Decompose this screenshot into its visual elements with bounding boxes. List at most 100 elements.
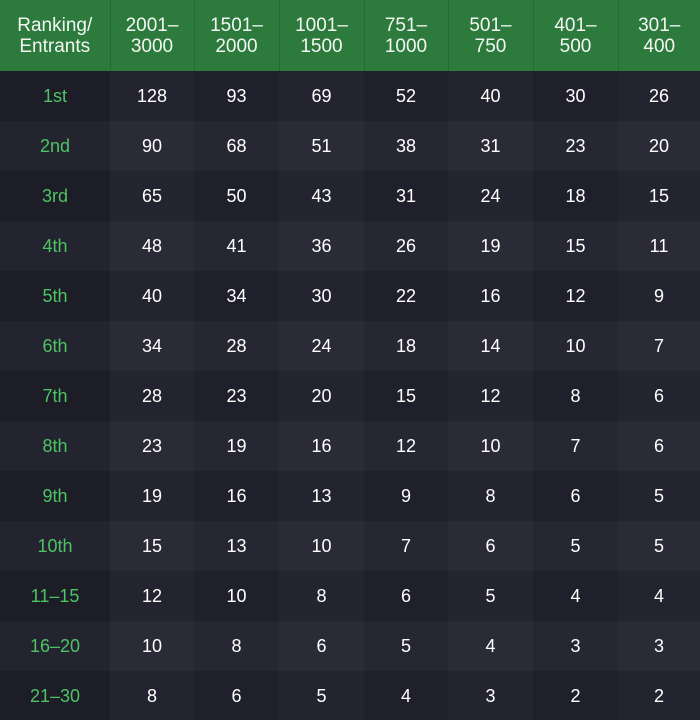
column-header-line: 401– bbox=[554, 14, 597, 36]
points-cell: 51 bbox=[279, 121, 364, 171]
points-cell: 3 bbox=[618, 621, 700, 671]
column-header-line: 2000 bbox=[215, 35, 258, 57]
points-cell: 65 bbox=[110, 171, 194, 221]
header-row: Ranking/Entrants 2001– 3000 1501– 2000 1001– 1… bbox=[0, 0, 700, 71]
rank-cell: 8th bbox=[0, 421, 110, 471]
column-header-line: 400 bbox=[643, 35, 676, 57]
points-cell: 6 bbox=[618, 371, 700, 421]
table-header: Ranking/Entrants 2001– 3000 1501– 2000 1001– 1… bbox=[0, 0, 700, 71]
points-cell: 16 bbox=[194, 471, 279, 521]
points-cell: 6 bbox=[533, 471, 618, 521]
points-cell: 128 bbox=[110, 71, 194, 121]
points-cell: 40 bbox=[448, 71, 533, 121]
rank-cell: 7th bbox=[0, 371, 110, 421]
points-cell: 24 bbox=[448, 171, 533, 221]
points-cell: 69 bbox=[279, 71, 364, 121]
points-cell: 26 bbox=[364, 221, 448, 271]
points-cell: 10 bbox=[448, 421, 533, 471]
table-row: 21–30 8 6 5 4 3 2 2 bbox=[0, 671, 700, 720]
points-cell: 9 bbox=[618, 271, 700, 321]
points-cell: 12 bbox=[110, 571, 194, 621]
points-cell: 7 bbox=[533, 421, 618, 471]
points-cell: 5 bbox=[364, 621, 448, 671]
rank-cell: 10th bbox=[0, 521, 110, 571]
column-header-line: Entrants bbox=[19, 35, 91, 57]
table-row: 2nd 90 68 51 38 31 23 20 bbox=[0, 121, 700, 171]
points-cell: 93 bbox=[194, 71, 279, 121]
rank-cell: 2nd bbox=[0, 121, 110, 171]
points-cell: 16 bbox=[279, 421, 364, 471]
points-cell: 2 bbox=[618, 671, 700, 720]
column-header-entrants-range: 1501– 2000 bbox=[194, 0, 280, 71]
points-cell: 23 bbox=[533, 121, 618, 171]
points-cell: 8 bbox=[194, 621, 279, 671]
points-cell: 12 bbox=[364, 421, 448, 471]
column-header-line: 301– bbox=[638, 14, 681, 36]
points-cell: 3 bbox=[533, 621, 618, 671]
column-header-line: 1000 bbox=[384, 35, 428, 57]
points-cell: 28 bbox=[194, 321, 279, 371]
table-row: 7th 28 23 20 15 12 8 6 bbox=[0, 371, 700, 421]
table-row: 16–20 10 8 6 5 4 3 3 bbox=[0, 621, 700, 671]
points-cell: 4 bbox=[364, 671, 448, 720]
points-cell: 2 bbox=[533, 671, 618, 720]
points-cell: 18 bbox=[533, 171, 618, 221]
column-header-entrants-range: 301– 400 bbox=[618, 0, 700, 71]
points-cell: 40 bbox=[110, 271, 194, 321]
rank-cell: 9th bbox=[0, 471, 110, 521]
points-cell: 6 bbox=[618, 421, 700, 471]
table-body: 1st 128 93 69 52 40 30 26 2nd 90 68 51 38 31 23 20 3rd 65… bbox=[0, 71, 700, 720]
column-header-line: 500 bbox=[559, 35, 592, 57]
points-cell: 48 bbox=[110, 221, 194, 271]
column-header-line: Ranking/ bbox=[17, 14, 93, 36]
column-header-entrants-range: 501– 750 bbox=[448, 0, 534, 71]
table-row: 11–15 12 10 8 6 5 4 4 bbox=[0, 571, 700, 621]
points-cell: 34 bbox=[110, 321, 194, 371]
points-cell: 15 bbox=[110, 521, 194, 571]
points-cell: 10 bbox=[279, 521, 364, 571]
points-cell: 36 bbox=[279, 221, 364, 271]
points-cell: 68 bbox=[194, 121, 279, 171]
points-cell: 23 bbox=[110, 421, 194, 471]
points-cell: 15 bbox=[364, 371, 448, 421]
table-row: 3rd 65 50 43 31 24 18 15 bbox=[0, 171, 700, 221]
column-header-line: 1501– bbox=[210, 14, 263, 36]
points-cell: 20 bbox=[279, 371, 364, 421]
column-header-line: 2001– bbox=[125, 14, 179, 36]
points-cell: 23 bbox=[194, 371, 279, 421]
points-cell: 10 bbox=[110, 621, 194, 671]
points-cell: 12 bbox=[533, 271, 618, 321]
points-cell: 31 bbox=[364, 171, 448, 221]
table-row: 4th 48 41 36 26 19 15 11 bbox=[0, 221, 700, 271]
column-header-line: 750 bbox=[474, 35, 507, 57]
table-row: 9th 19 16 13 9 8 6 5 bbox=[0, 471, 700, 521]
points-cell: 19 bbox=[194, 421, 279, 471]
points-cell: 14 bbox=[448, 321, 533, 371]
rank-cell: 5th bbox=[0, 271, 110, 321]
table-row: 8th 23 19 16 12 10 7 6 bbox=[0, 421, 700, 471]
rank-cell: 4th bbox=[0, 221, 110, 271]
rank-cell: 3rd bbox=[0, 171, 110, 221]
points-cell: 4 bbox=[533, 571, 618, 621]
rank-cell: 21–30 bbox=[0, 671, 110, 720]
column-header-line: 1001– bbox=[295, 14, 348, 36]
points-cell: 24 bbox=[279, 321, 364, 371]
points-cell: 38 bbox=[364, 121, 448, 171]
points-cell: 19 bbox=[110, 471, 194, 521]
rank-cell: 6th bbox=[0, 321, 110, 371]
points-cell: 5 bbox=[618, 471, 700, 521]
points-cell: 30 bbox=[279, 271, 364, 321]
points-cell: 4 bbox=[448, 621, 533, 671]
points-cell: 43 bbox=[279, 171, 364, 221]
points-cell: 30 bbox=[533, 71, 618, 121]
points-cell: 8 bbox=[533, 371, 618, 421]
points-cell: 5 bbox=[448, 571, 533, 621]
points-cell: 5 bbox=[533, 521, 618, 571]
points-cell: 90 bbox=[110, 121, 194, 171]
points-cell: 9 bbox=[364, 471, 448, 521]
points-cell: 7 bbox=[364, 521, 448, 571]
points-cell: 50 bbox=[194, 171, 279, 221]
points-cell: 12 bbox=[448, 371, 533, 421]
column-header-ranking-entrants: Ranking/Entrants bbox=[0, 0, 111, 71]
points-cell: 13 bbox=[279, 471, 364, 521]
